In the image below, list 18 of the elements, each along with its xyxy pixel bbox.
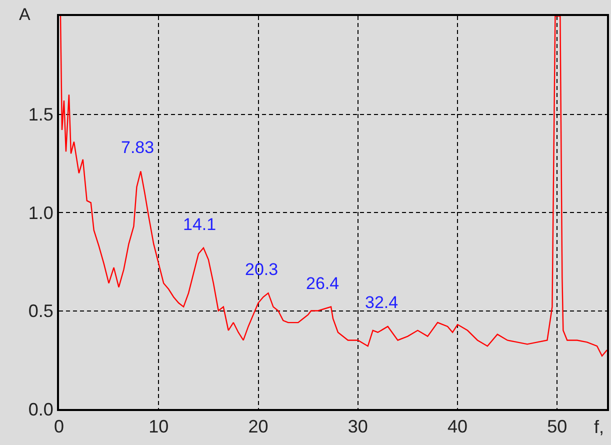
annotation: 14.1: [183, 215, 216, 234]
y-tick-label: 1.0: [28, 202, 54, 223]
x-tick-label: 10: [148, 416, 169, 437]
annotation: 20.3: [245, 260, 278, 279]
annotation: 32.4: [365, 293, 398, 312]
y-axis-title: A: [19, 5, 31, 24]
annotation: 7.83: [121, 138, 154, 157]
x-axis-title: f,: [594, 417, 604, 437]
x-tick-label: 20: [248, 416, 268, 437]
y-tick-label: 1.5: [28, 104, 54, 125]
x-tick-label: 40: [448, 416, 468, 437]
x-tick-label: 50: [547, 416, 568, 437]
y-tick-label: 0.0: [28, 399, 54, 420]
line-series: [60, 16, 607, 357]
annotation: 26.4: [306, 274, 340, 293]
x-tick-label: 30: [348, 416, 368, 437]
x-tick-label: 0: [54, 416, 64, 437]
y-tick-label: 0.5: [28, 301, 54, 322]
